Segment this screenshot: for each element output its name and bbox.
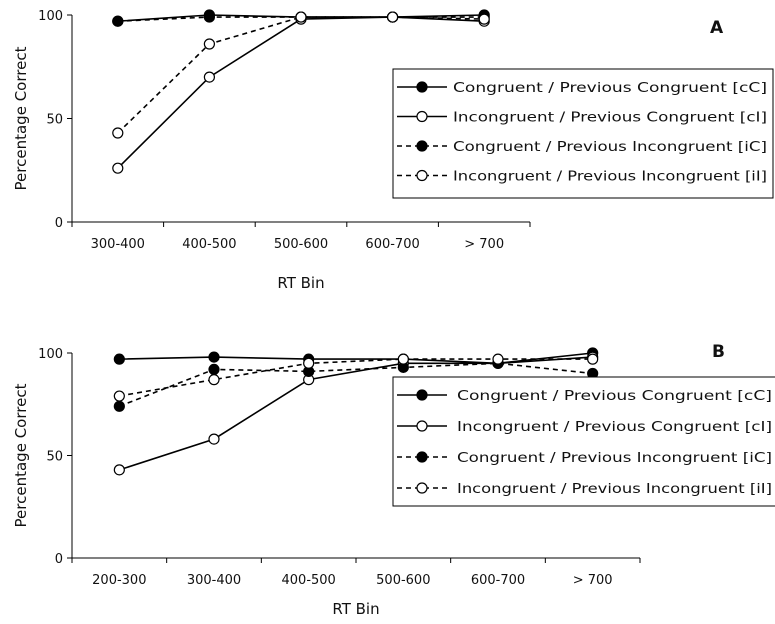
data-point [203,71,215,83]
legend-label: Congruent / Previous Incongruent [iC] [457,451,772,466]
data-point [203,38,215,50]
y-tick-label: 0 [55,552,63,567]
panel-letter: B [712,342,725,362]
data-point [113,353,125,365]
x-tick-label: 500-600 [376,573,430,588]
data-point [478,13,490,25]
legend-label: Incongruent / Previous Congruent [cI] [453,111,767,126]
legend-marker [416,81,428,93]
y-tick-label: 50 [46,450,63,465]
x-axis-label: RT Bin [277,274,324,292]
y-tick-label: 50 [46,113,63,128]
series-line-3 [117,16,485,134]
data-point [208,351,220,363]
legend-marker [416,140,428,152]
legend-label: Incongruent / Previous Incongruent [iI] [457,482,772,497]
x-tick-label: 600-700 [365,237,419,252]
data-point [295,11,307,23]
series-line-2 [119,362,593,408]
x-tick-label: 300-400 [91,237,145,252]
legend-marker [416,451,428,463]
data-point [203,11,215,23]
y-axis-label: Percentage Correct [12,383,30,527]
legend-marker [416,110,428,123]
series-line-3 [119,358,593,397]
legend-label: Congruent / Previous Incongruent [iC] [453,140,767,155]
y-tick-label: 100 [38,9,63,24]
chart-panel-a: 0 50 100 300-400 400-500 500-600 600-700 > 700 R… [12,9,774,292]
x-tick-label: > 700 [573,573,613,588]
data-point [208,363,220,375]
legend: Congruent / Previous Congruent [cC] Incon… [392,376,775,507]
y-axis-label: Percentage Correct [12,46,30,190]
data-point [113,390,125,402]
x-axis-label: RT Bin [332,600,379,618]
data-point [208,374,220,386]
legend-marker [416,389,428,401]
x-tick-label: 600-700 [471,573,525,588]
data-point [587,353,599,365]
data-point [112,162,124,174]
x-tick-label: 500-600 [274,237,328,252]
legend-label: Incongruent / Previous Congruent [cI] [457,420,772,435]
data-point [113,400,125,412]
legend-box [392,68,774,199]
x-tick-label: > 700 [464,237,504,252]
legend-marker [416,169,428,182]
legend-label: Incongruent / Previous Incongruent [iI] [453,170,767,185]
legend-marker [416,420,428,432]
legend: Congruent / Previous Congruent [cC] Incon… [392,68,774,199]
legend-box [392,376,775,507]
series-line-1 [119,356,593,471]
data-point [113,464,125,476]
data-point [303,357,315,369]
y-tick-label: 0 [55,216,63,231]
panel-letter: A [710,18,724,38]
legend-label: Congruent / Previous Congruent [cC] [457,389,772,404]
x-tick-label: 400-500 [182,237,236,252]
y-tick-label: 100 [38,347,63,362]
data-point [492,353,504,365]
legend-marker [416,482,428,494]
data-point [387,11,399,23]
chart-panel-b: 0 50 100 200-300 300-400 400-500 500-600 600-70… [12,342,775,618]
data-point [112,15,124,27]
legend-label: Congruent / Previous Congruent [cC] [453,81,767,96]
x-tick-label: 200-300 [92,573,146,588]
data-point [112,127,124,139]
data-point [397,353,409,365]
x-tick-label: 400-500 [282,573,336,588]
x-tick-label: 300-400 [187,573,241,588]
data-point [208,433,220,445]
